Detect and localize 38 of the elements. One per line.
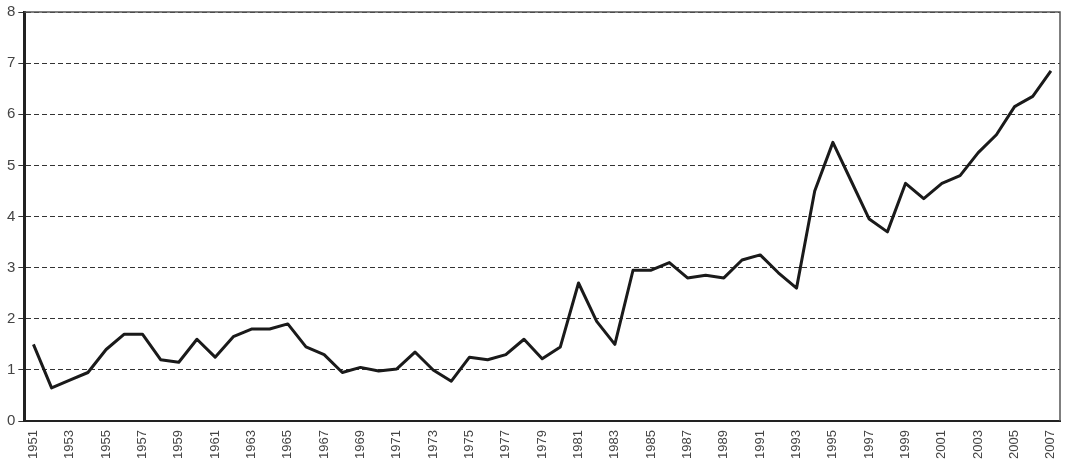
x-tick-label: 2003 (969, 430, 985, 459)
x-tick-label: 1989 (715, 430, 731, 459)
x-tick-label: 1953 (61, 430, 77, 459)
x-tick-label: 1959 (170, 430, 186, 459)
x-tick-label: 1977 (497, 430, 513, 459)
x-tick-label: 2001 (933, 430, 949, 459)
x-tick-label: 1991 (751, 430, 767, 459)
y-tick-label: 6 (7, 104, 16, 122)
x-tick-label: 1995 (824, 430, 840, 459)
x-tick-label: 1997 (860, 430, 876, 459)
x-tick-label: 1957 (134, 430, 150, 459)
x-tick-label: 1951 (25, 430, 41, 459)
x-tick-label: 1955 (97, 430, 113, 459)
x-tick-label: 1965 (279, 430, 295, 459)
y-tick-label: 8 (7, 2, 16, 20)
x-tick-label: 1987 (679, 430, 695, 459)
x-tick-label: 1969 (352, 430, 368, 459)
x-tick-label: 2007 (1042, 430, 1058, 459)
y-tick-label: 5 (7, 155, 16, 173)
x-tick-label: 1961 (206, 430, 222, 459)
x-tick-label: 1967 (315, 430, 331, 459)
x-tick-label: 1971 (388, 430, 404, 459)
y-tick-label: 1 (7, 360, 16, 378)
x-tick-label: 1981 (570, 430, 586, 459)
y-tick-label: 3 (7, 257, 16, 275)
x-tick-label: 1963 (243, 430, 259, 459)
x-tick-label: 1975 (461, 430, 477, 459)
x-tick-label: 2005 (1006, 430, 1022, 459)
y-tick-label: 0 (7, 411, 16, 429)
y-tick-label: 7 (7, 53, 16, 71)
x-tick-label: 1973 (424, 430, 440, 459)
x-tick-label: 1985 (642, 430, 658, 459)
y-tick-label: 2 (7, 308, 16, 326)
x-tick-label: 1979 (533, 430, 549, 459)
x-tick-label: 1999 (897, 430, 913, 459)
x-tick-label: 1993 (788, 430, 804, 459)
y-tick-label: 4 (7, 206, 16, 224)
x-tick-label: 1983 (606, 430, 622, 459)
